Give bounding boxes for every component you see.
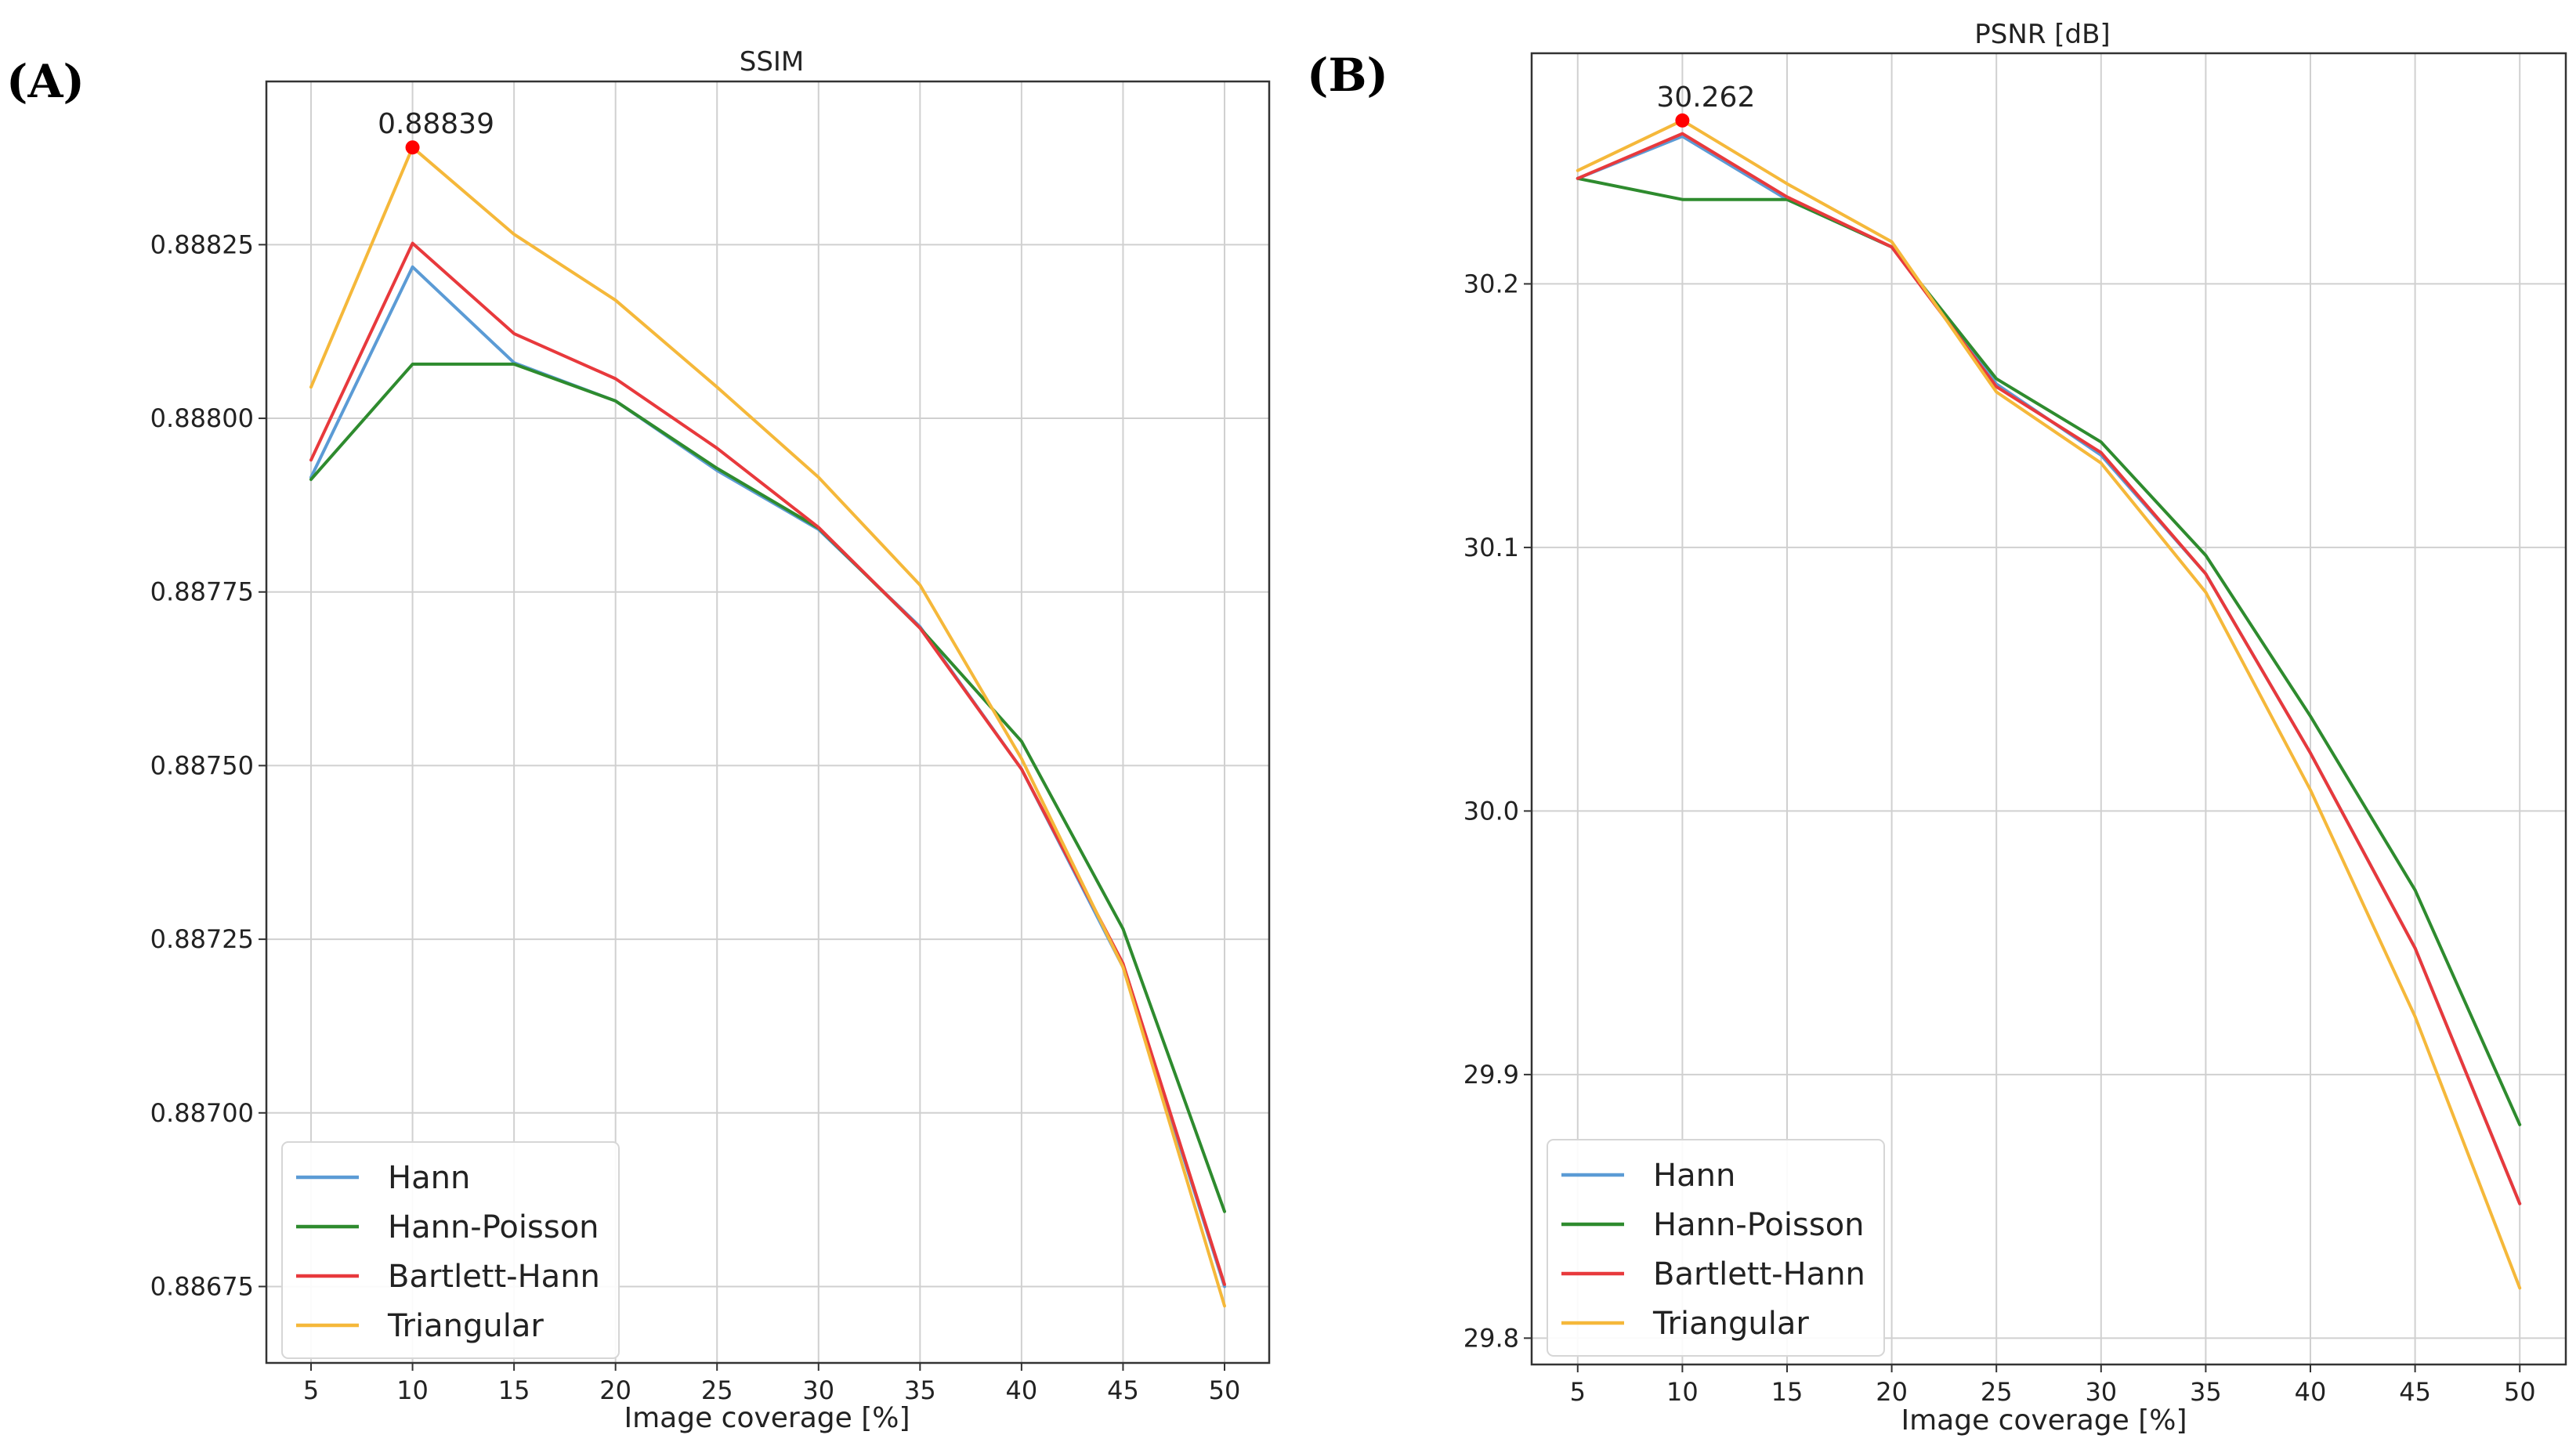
panel-label-a: (A) bbox=[6, 55, 85, 108]
x-tick-label: 35 bbox=[2190, 1377, 2222, 1407]
x-tick-label: 15 bbox=[498, 1375, 530, 1405]
panel-b: (B) PSNR [dB] Image coverage [%] 30.262 … bbox=[1307, 19, 2567, 1437]
x-tick-label: 40 bbox=[2295, 1377, 2327, 1407]
y-tick-label: 0.88725 bbox=[150, 924, 254, 954]
max-point-marker bbox=[1675, 113, 1690, 128]
series-line-hann-poisson bbox=[1576, 176, 2522, 1126]
y-tick-label: 0.88825 bbox=[150, 230, 254, 259]
x-tick-label: 5 bbox=[1570, 1377, 1586, 1407]
plot-frame bbox=[1530, 52, 2567, 1366]
x-tick-label: 50 bbox=[2504, 1377, 2536, 1407]
legend-box-a bbox=[281, 1141, 620, 1359]
x-axis-label-b: Image coverage [%] bbox=[1901, 1404, 2187, 1437]
legend-label-bartlett-hann: Bartlett-Hann bbox=[388, 1259, 600, 1295]
x-tick-label: 30 bbox=[802, 1375, 834, 1405]
x-tick-label: 45 bbox=[2399, 1377, 2431, 1407]
x-tick-label: 5 bbox=[303, 1375, 319, 1405]
y-tick-label: 0.88775 bbox=[150, 577, 254, 607]
x-axis-label-a: Image coverage [%] bbox=[624, 1402, 910, 1434]
x-tick-label: 30 bbox=[2085, 1377, 2117, 1407]
plot-b: 30.262 5 10 15 20 25 30 35 40 45 50 29.8 29.9 30.0 30… bbox=[1463, 52, 2567, 1407]
max-point-label: 0.88839 bbox=[378, 108, 494, 140]
legend-label-hann-poisson: Hann-Poisson bbox=[1653, 1207, 1865, 1243]
y-tick-label: 0.88700 bbox=[150, 1098, 254, 1128]
legend-label-triangular: Triangular bbox=[1652, 1306, 1809, 1342]
legend-box-b bbox=[1547, 1139, 1885, 1357]
series-line-triangular bbox=[309, 146, 1226, 1308]
chart-title-ssim: SSIM bbox=[740, 46, 805, 78]
max-point-label: 30.262 bbox=[1656, 81, 1755, 114]
y-tick-label: 0.88675 bbox=[150, 1271, 254, 1301]
y-tick-label: 30.1 bbox=[1463, 533, 1519, 562]
y-tick-label: 0.88750 bbox=[150, 750, 254, 780]
y-tick-label: 0.88800 bbox=[150, 403, 254, 433]
x-tick-label: 15 bbox=[1771, 1377, 1804, 1407]
legend-label-hann: Hann bbox=[1653, 1158, 1735, 1194]
x-tick-label: 25 bbox=[701, 1375, 733, 1405]
legend-label-bartlett-hann: Bartlett-Hann bbox=[1653, 1256, 1865, 1292]
x-tick-label: 50 bbox=[1209, 1375, 1241, 1405]
series-line-triangular bbox=[1576, 118, 2522, 1290]
x-tick-label: 10 bbox=[396, 1375, 429, 1405]
x-tick-label: 45 bbox=[1107, 1375, 1139, 1405]
x-tick-label: 35 bbox=[904, 1375, 936, 1405]
legend-label-triangular: Triangular bbox=[387, 1308, 544, 1344]
x-tick-label: 20 bbox=[599, 1375, 631, 1405]
series-line-bartlett-hann bbox=[309, 241, 1226, 1286]
y-tick-label: 29.9 bbox=[1463, 1060, 1519, 1090]
y-tick-label: 29.8 bbox=[1463, 1323, 1519, 1353]
x-tick-label: 10 bbox=[1666, 1377, 1699, 1407]
series-line-hann-poisson bbox=[309, 362, 1226, 1213]
max-point-marker bbox=[405, 140, 420, 155]
plot-frame bbox=[265, 80, 1271, 1364]
x-tick-label: 40 bbox=[1006, 1375, 1038, 1405]
x-tick-label: 25 bbox=[1981, 1377, 2013, 1407]
plot-a: 0.88839 5 10 15 20 25 30 35 40 45 50 0.88675 0.8870… bbox=[150, 80, 1271, 1405]
series-line-hann bbox=[1576, 135, 2522, 1205]
panel-label-b: (B) bbox=[1307, 49, 1388, 102]
legend-label-hann-poisson: Hann-Poisson bbox=[388, 1209, 599, 1245]
chart-title-psnr: PSNR [dB] bbox=[1974, 19, 2110, 50]
y-tick-label: 30.2 bbox=[1463, 269, 1519, 298]
legend-label-hann: Hann bbox=[388, 1160, 470, 1196]
y-tick-label: 30.0 bbox=[1463, 796, 1519, 826]
series-line-bartlett-hann bbox=[1576, 132, 2522, 1205]
panel-a: (A) SSIM Image coverage [%] 0.88839 5 10 1… bbox=[6, 46, 1271, 1434]
series-line-hann bbox=[309, 265, 1226, 1289]
x-tick-label: 20 bbox=[1876, 1377, 1908, 1407]
